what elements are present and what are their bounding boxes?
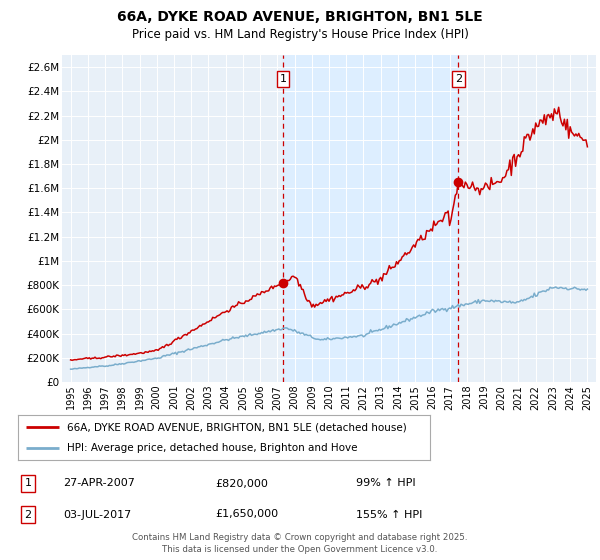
Text: HPI: Average price, detached house, Brighton and Hove: HPI: Average price, detached house, Brig… <box>67 443 358 453</box>
Bar <box>283 55 458 382</box>
Text: 27-APR-2007: 27-APR-2007 <box>63 478 135 488</box>
Text: Price paid vs. HM Land Registry's House Price Index (HPI): Price paid vs. HM Land Registry's House … <box>131 28 469 41</box>
Text: £1,650,000: £1,650,000 <box>215 510 278 520</box>
Text: 2: 2 <box>25 510 32 520</box>
Text: 66A, DYKE ROAD AVENUE, BRIGHTON, BN1 5LE: 66A, DYKE ROAD AVENUE, BRIGHTON, BN1 5LE <box>117 10 483 24</box>
Text: 66A, DYKE ROAD AVENUE, BRIGHTON, BN1 5LE (detached house): 66A, DYKE ROAD AVENUE, BRIGHTON, BN1 5LE… <box>67 422 407 432</box>
Text: 1: 1 <box>280 74 286 84</box>
Text: 155% ↑ HPI: 155% ↑ HPI <box>356 510 423 520</box>
Text: 99% ↑ HPI: 99% ↑ HPI <box>356 478 416 488</box>
Text: 2: 2 <box>455 74 462 84</box>
Text: Contains HM Land Registry data © Crown copyright and database right 2025.
This d: Contains HM Land Registry data © Crown c… <box>132 533 468 554</box>
Text: £820,000: £820,000 <box>215 478 268 488</box>
Text: 03-JUL-2017: 03-JUL-2017 <box>63 510 131 520</box>
Text: 1: 1 <box>25 478 32 488</box>
